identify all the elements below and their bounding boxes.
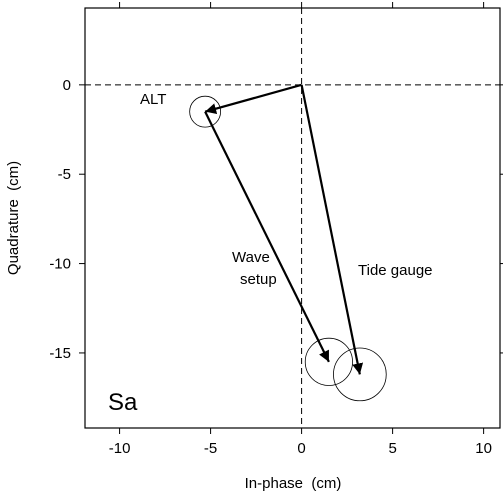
vector-label: Tide gauge [358,262,433,279]
vector-arrow [204,83,302,115]
y-tick-label: -10 [49,256,71,273]
plot-frame [84,7,501,429]
error-circle [333,347,387,402]
y-tick-label: -15 [49,345,71,362]
x-tick-label: 0 [297,440,305,457]
error-circle [304,337,353,386]
vector-arrow [300,84,364,375]
x-tick-label: -5 [204,440,217,457]
vector-label: ALT [140,91,166,108]
vector-label: Wave [232,249,270,266]
vector-label: setup [240,271,277,288]
y-tick-label: -5 [58,166,71,183]
vector-arrow [204,111,330,363]
x-tick-label: 10 [475,440,492,457]
x-axis-title: In-phase (cm) [245,475,342,492]
x-tick-label: 5 [388,440,396,457]
y-axis-title: Quadrature (cm) [5,161,22,275]
x-tick-label: -10 [109,440,131,457]
panel-label: Sa [108,389,138,416]
error-circle [189,95,222,128]
y-tick-label: 0 [63,77,71,94]
